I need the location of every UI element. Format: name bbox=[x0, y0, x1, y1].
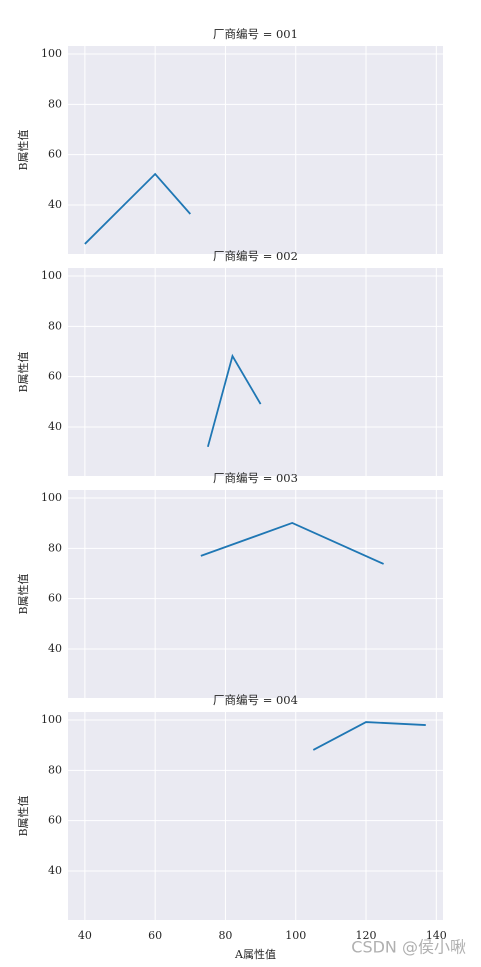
y-tick-label: 40 bbox=[48, 420, 62, 433]
y-tick-label: 100 bbox=[41, 269, 62, 282]
data-line bbox=[312, 721, 426, 751]
y-axis-label: B属性值 bbox=[16, 129, 30, 170]
x-tick-label: 60 bbox=[148, 929, 162, 942]
x-axis-label: A属性值 bbox=[234, 947, 276, 961]
panel-title: 厂商编号 = 002 bbox=[213, 249, 298, 263]
y-tick-label: 40 bbox=[48, 864, 62, 877]
y-tick-label: 100 bbox=[41, 491, 62, 504]
plot-background bbox=[68, 268, 443, 476]
y-tick-label: 60 bbox=[48, 370, 62, 383]
data-line bbox=[200, 521, 384, 565]
x-tick-label: 40 bbox=[78, 929, 92, 942]
y-tick-label: 60 bbox=[48, 814, 62, 827]
y-tick-label: 100 bbox=[41, 47, 62, 60]
y-axis-label: B属性值 bbox=[16, 795, 30, 836]
plot-background bbox=[68, 712, 443, 920]
y-tick-label: 60 bbox=[48, 148, 62, 161]
panel-title: 厂商编号 = 004 bbox=[213, 693, 298, 707]
y-axis-label: B属性值 bbox=[16, 573, 30, 614]
y-tick-label: 80 bbox=[48, 97, 62, 110]
x-tick-label: 140 bbox=[426, 929, 447, 942]
panel-title: 厂商编号 = 001 bbox=[213, 27, 298, 41]
x-tick-label: 100 bbox=[285, 929, 306, 942]
y-tick-label: 80 bbox=[48, 541, 62, 554]
y-tick-label: 40 bbox=[48, 642, 62, 655]
data-line bbox=[207, 353, 262, 448]
y-axis-label: B属性值 bbox=[16, 351, 30, 392]
plot-background bbox=[68, 46, 443, 254]
data-line bbox=[84, 172, 191, 245]
watermark: CSDN @侯小啾 bbox=[351, 938, 466, 957]
y-tick-label: 40 bbox=[48, 198, 62, 211]
x-tick-label: 80 bbox=[218, 929, 232, 942]
plot-background bbox=[68, 490, 443, 698]
y-tick-label: 80 bbox=[48, 319, 62, 332]
panel-title: 厂商编号 = 003 bbox=[213, 471, 298, 485]
x-tick-label: 120 bbox=[356, 929, 377, 942]
y-tick-label: 80 bbox=[48, 763, 62, 776]
y-tick-label: 60 bbox=[48, 592, 62, 605]
y-tick-label: 100 bbox=[41, 713, 62, 726]
